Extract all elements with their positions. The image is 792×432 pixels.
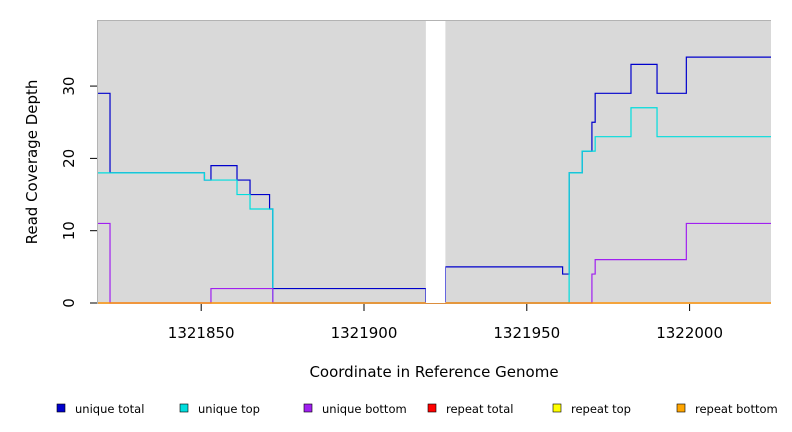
y-tick-label: 30 [60, 77, 78, 96]
x-tick-label: 1322000 [656, 324, 723, 342]
x-tick-label: 1321850 [168, 324, 235, 342]
y-axis-ticks: 0 10 20 30 [60, 77, 97, 308]
legend-label-repeat-bottom: repeat bottom [695, 402, 778, 416]
legend-label-repeat-total: repeat total [446, 402, 513, 416]
coverage-gap [425, 21, 446, 303]
legend-swatch-unique-bottom [303, 403, 313, 413]
legend-label-unique-bottom: unique bottom [322, 402, 407, 416]
x-tick-label: 1321950 [493, 324, 560, 342]
y-tick-label: 20 [60, 149, 78, 168]
x-axis-label: Coordinate in Reference Genome [309, 363, 558, 381]
legend: unique total unique top unique bottom repea… [56, 402, 778, 416]
x-axis-ticks: 1321850 1321900 1321950 1322000 [168, 304, 723, 342]
y-tick-label: 10 [60, 221, 78, 240]
legend-label-unique-top: unique top [198, 402, 260, 416]
legend-swatch-repeat-total [427, 403, 437, 413]
legend-swatch-repeat-top [552, 403, 562, 413]
legend-label-unique-total: unique total [75, 402, 144, 416]
x-tick-label: 1321900 [331, 324, 398, 342]
legend-swatch-repeat-bottom [676, 403, 686, 413]
y-tick-label: 0 [60, 298, 78, 308]
y-axis-label: Read Coverage Depth [23, 80, 41, 245]
legend-label-repeat-top: repeat top [571, 402, 631, 416]
series-line-unique-total [97, 56, 771, 304]
legend-swatch-unique-top [179, 403, 189, 413]
legend-swatch-unique-total [56, 403, 66, 413]
